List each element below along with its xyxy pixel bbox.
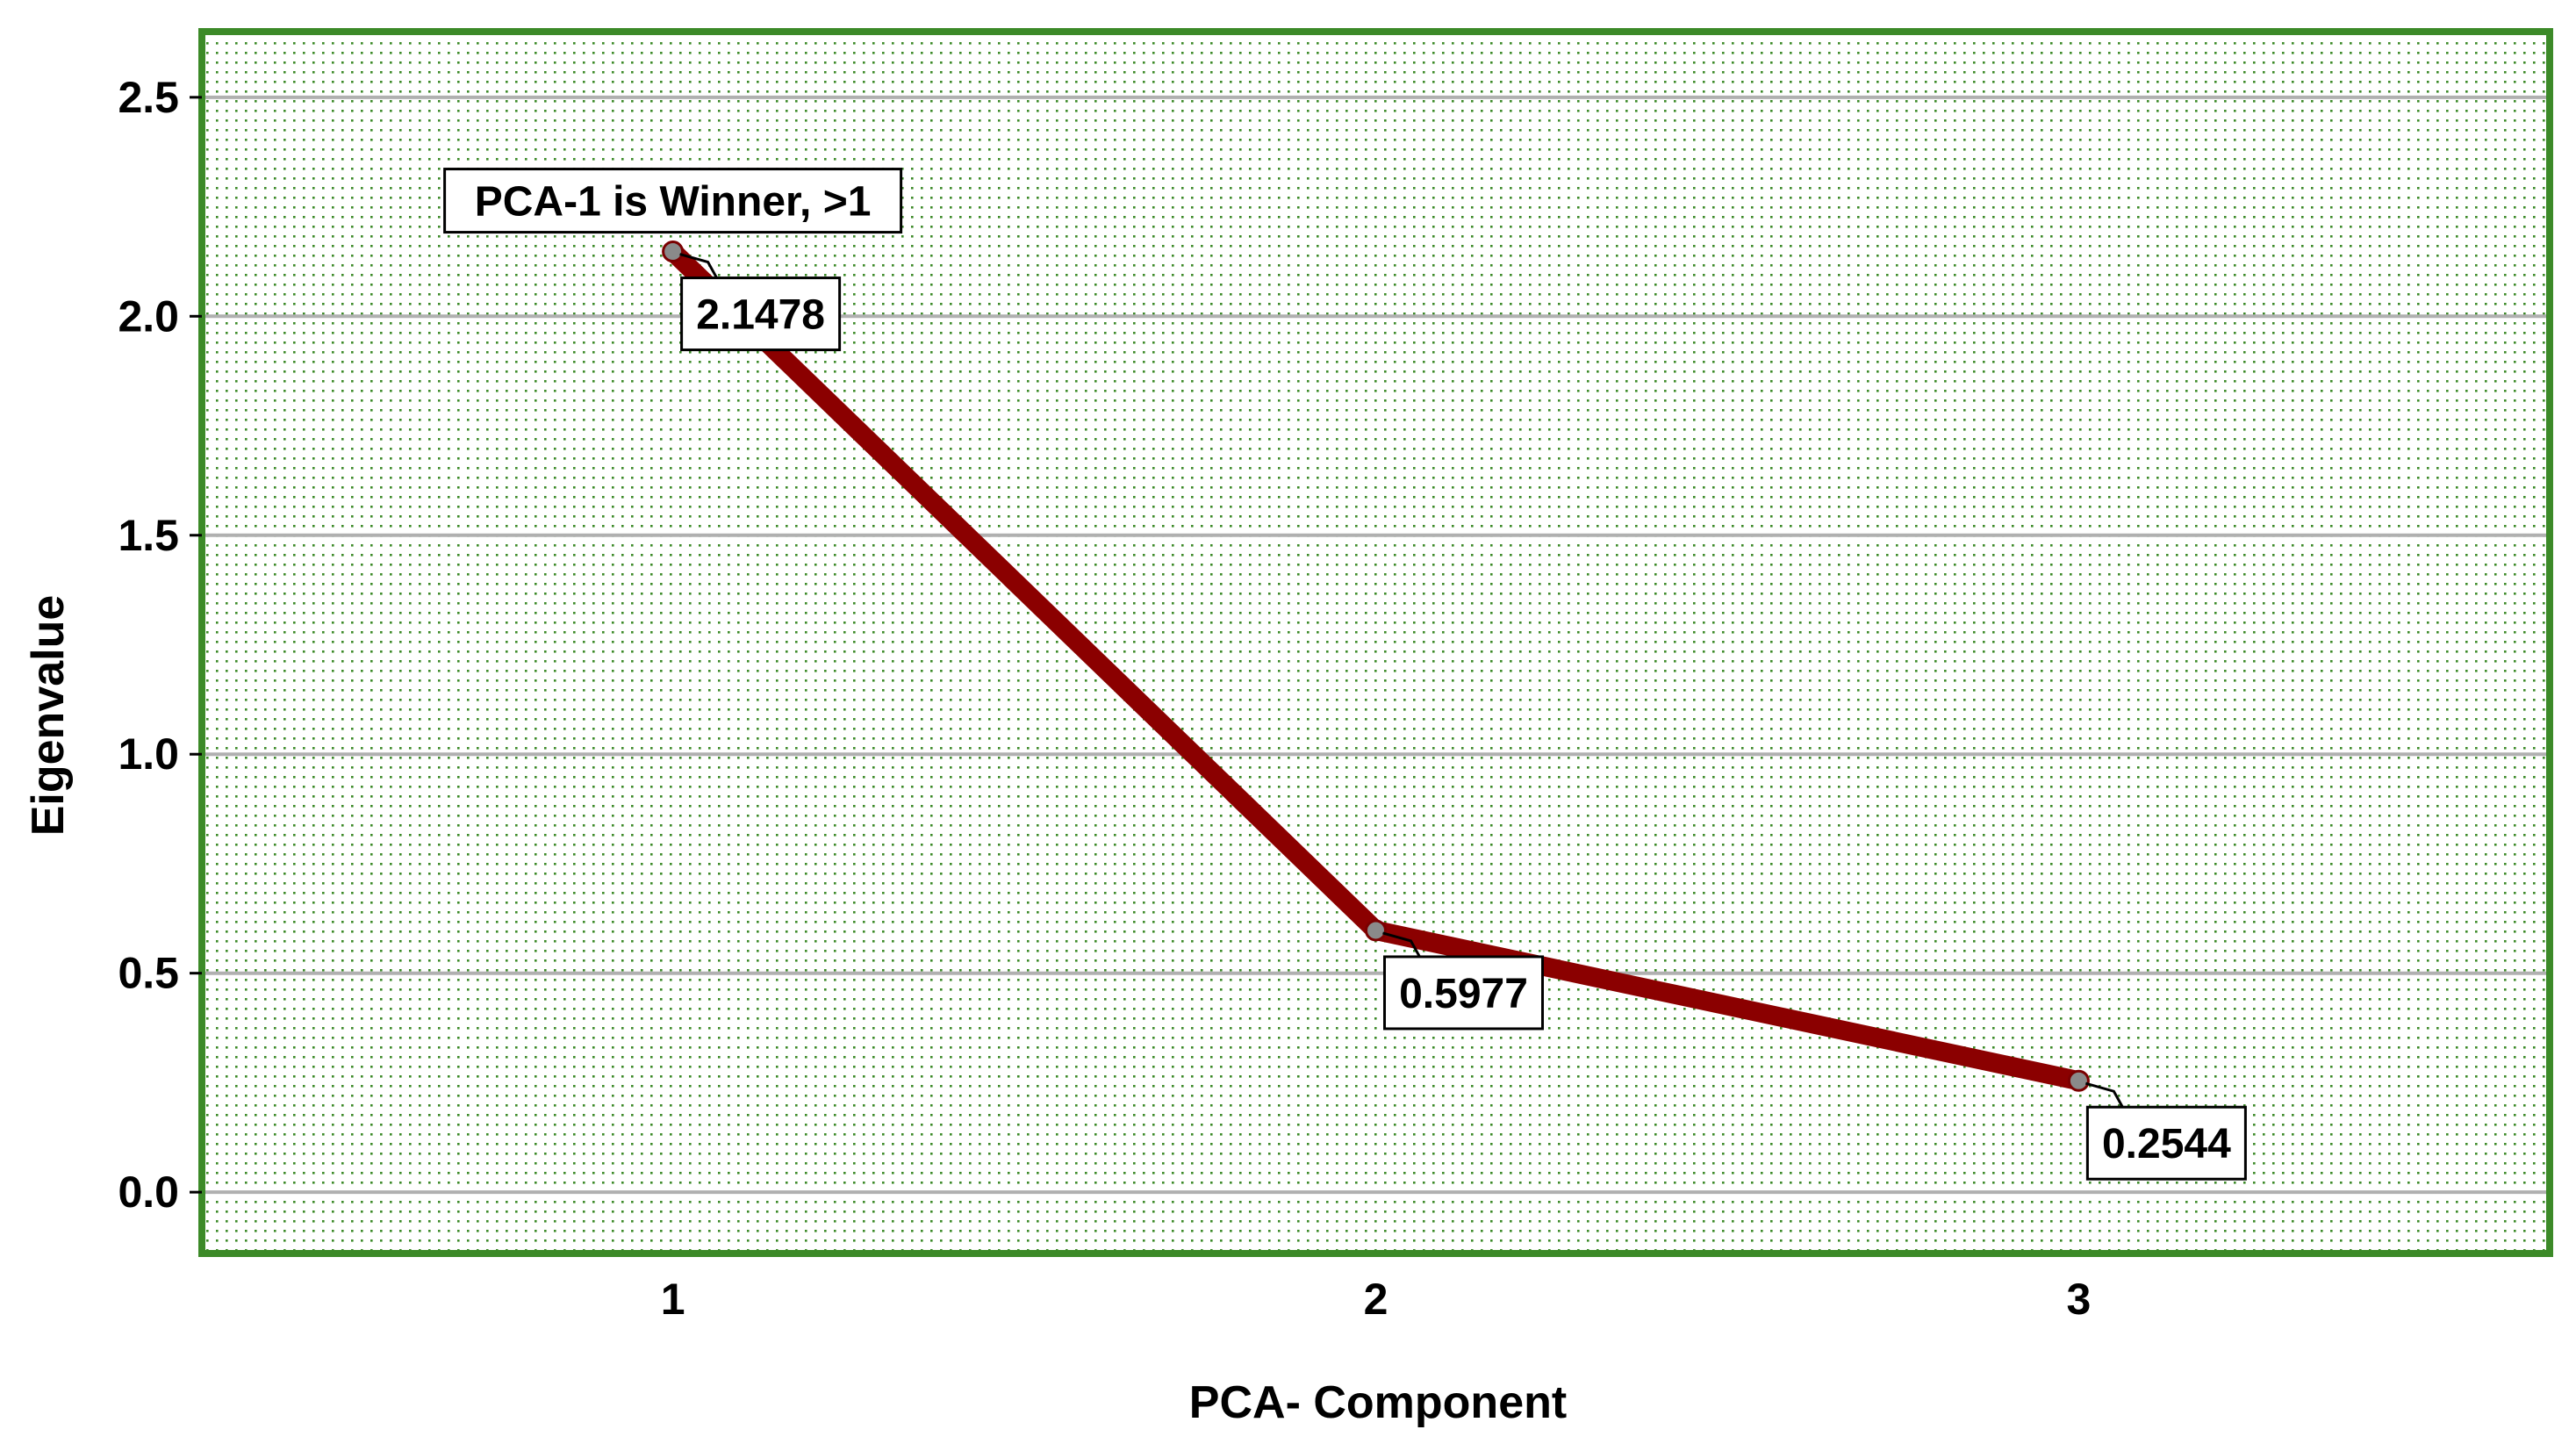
x-axis-title: PCA- Component [1189,1377,1567,1428]
data-label-leader [679,253,718,279]
plot-frame [198,28,2553,1257]
x-tick-label: 2 [1364,1275,1388,1324]
data-label-box [680,277,842,352]
y-tick-label: 2.0 [118,291,179,341]
data-label-text: 2.1478 [696,292,825,339]
data-point [662,241,685,263]
data-label-text: 0.5977 [1399,971,1528,1017]
y-tick-label: 0.0 [118,1167,179,1217]
data-label: 0.2544 [2085,1105,2247,1181]
data-label: 2.1478 [680,277,842,352]
plot-dot-texture [202,32,2550,1253]
x-axis-ticks: 1 2 3 [661,1275,2092,1324]
data-label-text: 0.2544 [2102,1121,2231,1167]
data-point [2067,1069,2090,1092]
plot-border [198,28,2553,1257]
data-label-leader [1382,931,1421,958]
data-label-box [2085,1105,2247,1181]
data-label-box [1383,955,1544,1031]
x-tick-label: 3 [2066,1275,2091,1324]
data-labels: 2.1478 0.5977 0.2544 PCA-1 is Winner, >1 [443,168,2247,1181]
annotation-box [443,168,903,234]
y-axis-title: Eigenvalue [23,595,74,837]
y-tick-label: 2.5 [118,73,179,122]
y-tick-label: 1.0 [118,729,179,779]
annotation-text: PCA-1 is Winner, >1 [475,179,872,226]
grid-lines [202,95,2550,1195]
series-layer [662,241,2090,1092]
y-tick-label: 1.5 [118,511,179,560]
y-tick-label: 0.5 [118,949,179,998]
annotation: PCA-1 is Winner, >1 [443,168,903,234]
x-tick-label: 1 [661,1275,685,1324]
data-label-leader [2084,1081,2124,1108]
data-label: 0.5977 [1383,955,1544,1031]
data-point [1365,919,1387,942]
plot-area [202,32,2550,1253]
y-axis-ticks: 0.0 0.5 1.0 1.5 2.0 2.5 [118,73,202,1217]
